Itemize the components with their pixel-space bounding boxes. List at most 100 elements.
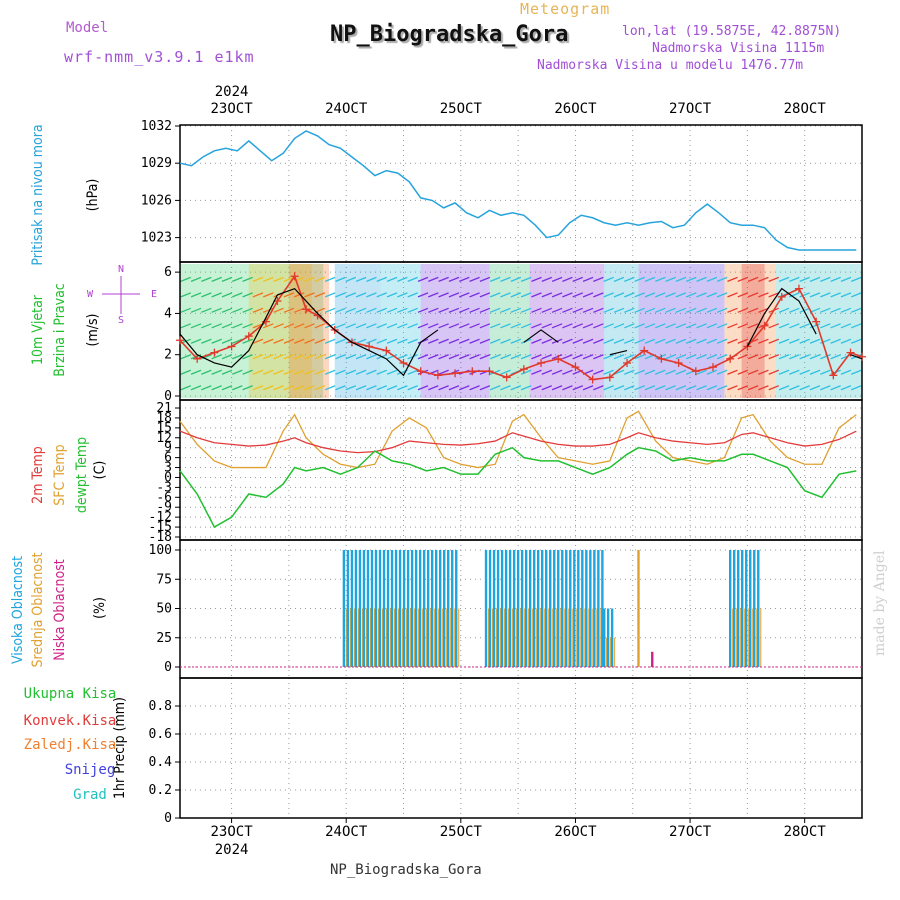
wind-arrow [510,276,522,282]
wind-arrow [613,292,625,298]
wind-arrow [304,385,315,391]
wind-arrow [201,276,212,282]
wind-field-band [420,264,490,398]
wind-arrow [696,385,707,391]
wind-speed-line [179,274,863,381]
wind-arrow [304,369,315,375]
wind-arrow [314,276,326,282]
wind-arrow [293,369,305,375]
wind-arrow [768,292,779,298]
wind-arrow [840,323,852,329]
wind-arrow [675,369,687,375]
wind-arrow [190,338,202,344]
y-tick-label: 18 [156,411,172,426]
wind-arrow [469,276,480,282]
wind-arrow [520,385,532,391]
wind-arrow [593,369,604,375]
temp-2m-line [179,430,857,454]
wind-arrow [778,323,790,329]
y-tick-label: 0 [164,811,172,826]
wind-gust-line [609,349,628,356]
dewpt-temp-ylabel: dewpt Temp [74,437,90,513]
wind-arrow [737,338,749,344]
wind-arrow [799,276,810,282]
wind-arrow [655,338,666,344]
wind-arrow [376,292,387,298]
wind-arrow [459,292,470,298]
wind-arrow [696,323,707,329]
wind-arrow [520,369,532,375]
wind-arrow [180,292,191,298]
wind-arrow [283,323,295,329]
wind-arrow [541,276,553,282]
wind-arrow [851,307,862,313]
wind-arrow [417,276,429,282]
wind-arrow [665,307,676,313]
wind-arrow [263,354,274,360]
wind-arrow [232,307,243,313]
wind-arrow [675,323,687,329]
wind-arrow [758,292,769,298]
wind-arrow [273,307,284,313]
wind-arrow [335,354,346,360]
wind-arrow [655,276,666,282]
wind-arrow [789,323,800,329]
wind-arrow [407,307,418,313]
wind-arrow [397,292,408,298]
wind-arrow [582,338,594,344]
wind-arrow [283,385,295,391]
wind-arrow [252,385,264,391]
wind-arrow [314,292,326,298]
wind-arrow [541,369,553,375]
wind-arrow [851,369,862,375]
y-tick-label: 21 [156,401,172,416]
wind-arrow [675,354,687,360]
wind-arrow [314,385,326,391]
wind-arrow [572,276,583,282]
wind-arrow [582,323,594,329]
wind-arrow [778,276,790,282]
wind-arrow [242,338,253,344]
wind-arrow [593,307,604,313]
wind-arrow [531,369,542,375]
wind-arrow [778,307,790,313]
wind-arrow [851,323,862,329]
wind-arrow [685,276,697,282]
wind-arrow [397,323,408,329]
wind-arrow [624,323,635,329]
wind-arrow [809,276,821,282]
wind-arrow [716,276,728,282]
y-tick-label: 1032 [141,119,172,134]
wind-arrow [201,323,212,329]
wind-arrow [675,385,687,391]
wind-arrow [469,307,480,313]
wind-arrow [727,307,738,313]
wind-arrow [211,323,222,329]
wind-arrow [644,385,656,391]
wind-arrow [758,354,769,360]
wind-arrow [737,276,749,282]
wind-arrow [603,292,614,298]
wind-arrow [820,385,831,391]
wind-arrow [737,323,749,329]
wind-arrow [510,338,522,344]
wind-arrow [706,369,718,375]
wind-arrow [613,276,625,282]
model-name: wrf-nmm_v3.9.1 e1km [64,48,255,66]
wind-arrow [438,323,449,329]
wind-arrow [582,385,594,391]
wind-arrow [293,292,305,298]
wind-arrow [273,338,284,344]
wind-arrow [840,385,852,391]
wind-arrow [531,385,542,391]
wind-arrow [314,354,326,360]
y-tick-label: 1026 [141,193,172,208]
wind-arrow [355,385,367,391]
wind-arrow [613,307,625,313]
wind-arrow [737,369,749,375]
wind-arrow [675,307,687,313]
wind-arrow [603,354,614,360]
y-tick-label: -15 [149,520,172,535]
y-tick-label: 0 [164,470,172,485]
wind-arrow [551,292,563,298]
